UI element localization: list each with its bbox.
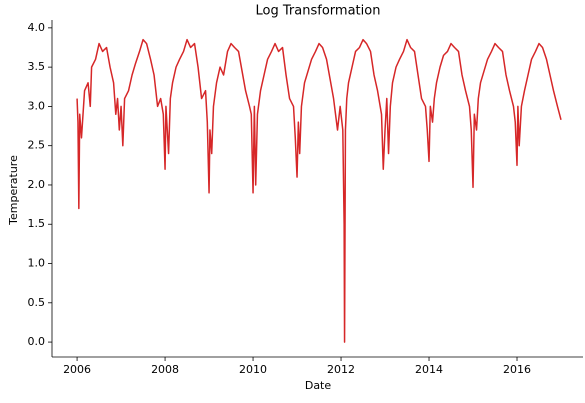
y-tick-label: 2.5 [28,139,46,152]
x-tick-label: 2010 [239,363,267,376]
y-tick-label: 1.0 [28,257,46,270]
x-tick-label: 2014 [415,363,443,376]
y-axis-label: Temperature [7,155,20,226]
line-series [76,38,562,343]
y-tick-label: 0.5 [28,296,46,309]
chart-title: Log Transformation [256,4,381,19]
x-axis-label: Date [305,379,332,392]
x-tick-label: 2008 [151,363,179,376]
x-tick-label: 2012 [327,363,355,376]
y-tick-label: 3.5 [28,60,46,73]
y-tick-label: 2.0 [28,178,46,191]
x-tick-label: 2006 [63,363,91,376]
y-tick-label: 0.0 [28,335,46,348]
y-tick-label: 4.0 [28,21,46,34]
x-tick-label: 2016 [503,363,531,376]
y-tick-label: 1.5 [28,217,46,230]
y-tick-label: 3.0 [28,99,46,112]
